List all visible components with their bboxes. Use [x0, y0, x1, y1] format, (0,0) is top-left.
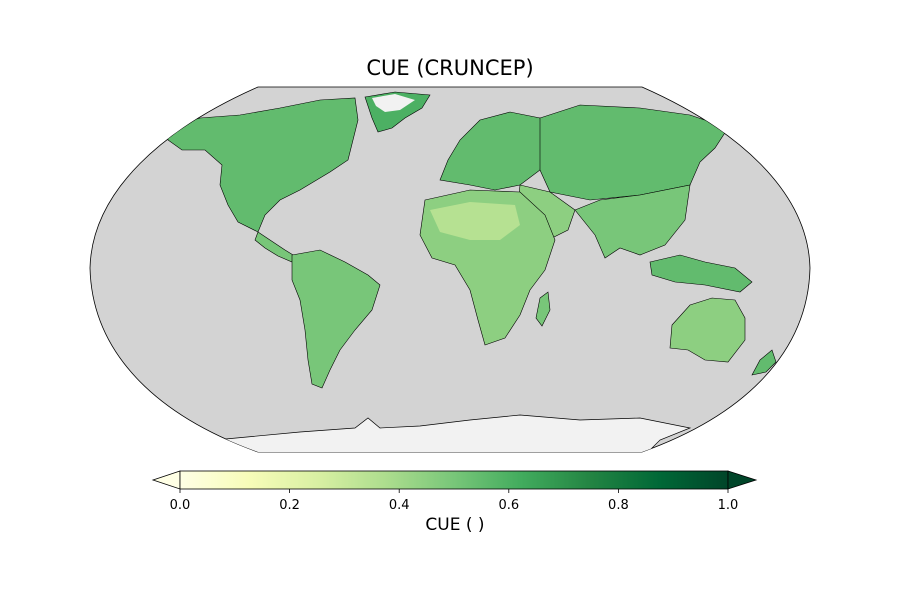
colorbar-ticks: 0.0 0.2 0.4 0.6 0.8 1.0 [170, 489, 739, 513]
colorbar: 0.0 0.2 0.4 0.6 0.8 1.0 [151, 470, 758, 513]
colorbar-extend-high [727, 470, 758, 490]
landmass-north-america [167, 97, 359, 233]
landmass-southern-asia [574, 184, 691, 259]
landmass-sahara [430, 202, 520, 240]
colorbar-tick-label: 0.6 [498, 498, 519, 513]
colorbar-label: CUE ( ) [425, 515, 485, 535]
antarctica-landmass [214, 414, 692, 452]
landmass-new-zealand [751, 349, 777, 376]
colorbar-tick-label: 0.8 [608, 498, 629, 513]
landmass-madagascar [535, 291, 551, 327]
colorbar-tick-label: 0.0 [170, 498, 191, 513]
landmass-australia [669, 297, 746, 363]
colorbar-bar [179, 470, 729, 490]
colorbar-tick-label: 0.4 [389, 498, 410, 513]
colorbar-tick-label: 0.2 [279, 498, 300, 513]
landmass-maritime-southeast-asia [649, 254, 753, 293]
landmass-south-america [291, 249, 381, 389]
colorbar-extend-low [151, 470, 181, 490]
colorbar-tick-label: 1.0 [718, 498, 739, 513]
greenland-ice-sheet [372, 94, 415, 112]
map-title: CUE (CRUNCEP) [366, 56, 534, 80]
